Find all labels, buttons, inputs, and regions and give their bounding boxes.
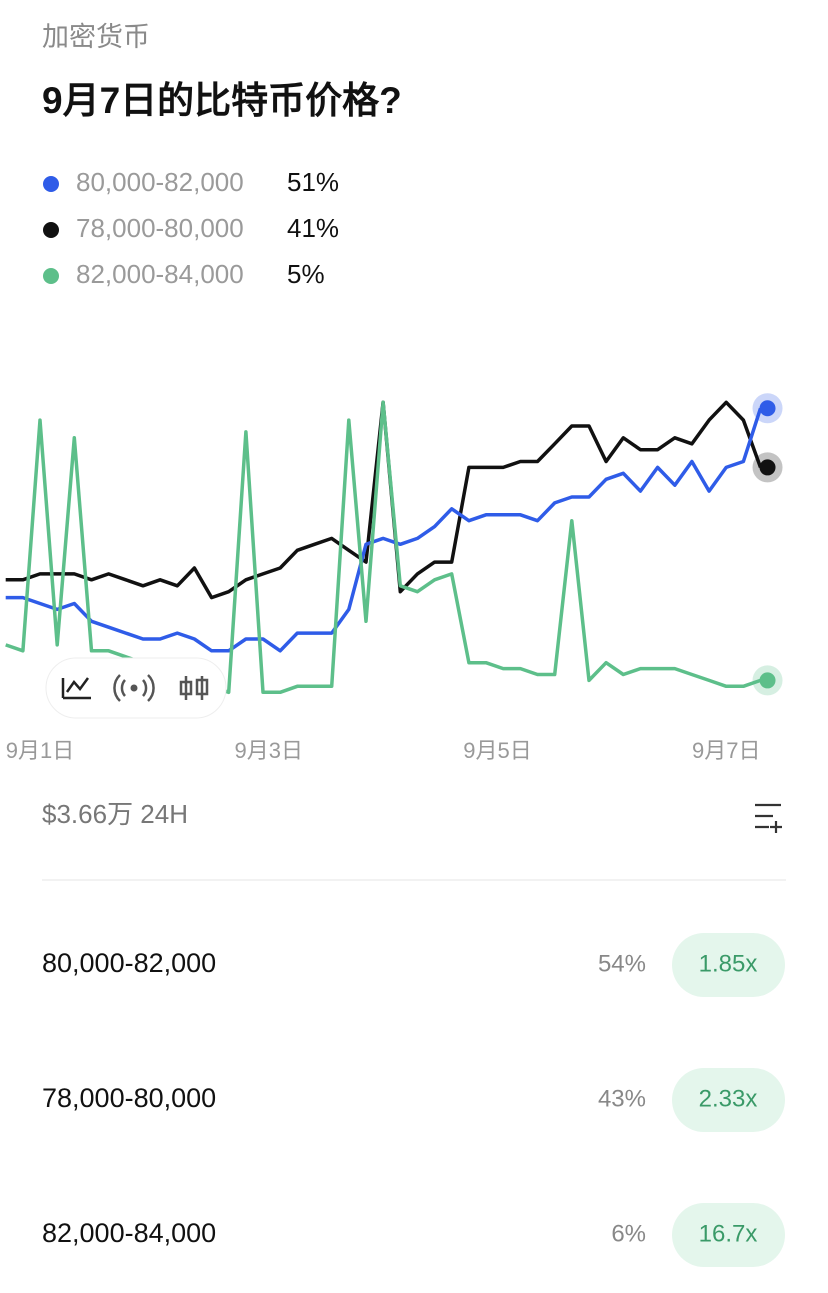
icon-line-chart xyxy=(65,677,90,693)
series-line xyxy=(5,400,762,695)
outcome-probability: 6% xyxy=(611,1220,646,1247)
payout-label[interactable]: 2.33x xyxy=(699,1085,758,1112)
icon-live[interactable] xyxy=(130,684,138,692)
legend-label: 78,000-80,000 xyxy=(76,213,244,243)
outcome-list: 80,000-82,000 54% 1.85x 78,000-80,000 43% 2.3… xyxy=(42,933,785,1267)
x-tick-label: 9月7日 xyxy=(692,738,760,763)
chart-tools[interactable] xyxy=(45,657,227,719)
payout-label[interactable]: 1.85x xyxy=(699,950,758,977)
legend-label: 80,000-82,000 xyxy=(76,167,244,197)
chart: 80,000-82,000 51% 78,000-80,000 41% 82,000-8… xyxy=(5,167,783,763)
outcome-name: 82,000-84,000 xyxy=(42,1218,216,1248)
title: 9月7日的比特币价格? xyxy=(42,80,402,121)
payout-button[interactable] xyxy=(672,1203,785,1267)
legend-label: 82,000-84,000 xyxy=(76,259,244,289)
payout-button[interactable] xyxy=(672,1068,785,1132)
legend-value: 51% xyxy=(287,167,339,197)
end-dot xyxy=(759,400,776,417)
x-tick-label: 9月3日 xyxy=(235,738,303,763)
icon-live xyxy=(113,674,155,702)
legend-value: 41% xyxy=(287,213,339,243)
legend-dot xyxy=(43,176,59,192)
legend-value: 5% xyxy=(287,259,325,289)
outcome-name: 80,000-82,000 xyxy=(42,948,216,978)
volume: $3.66万 24H xyxy=(42,799,188,829)
end-dot xyxy=(759,672,776,689)
outcome-probability: 54% xyxy=(598,950,646,977)
filter-icon[interactable] xyxy=(755,803,782,833)
legend-dot xyxy=(43,268,59,284)
payout-label[interactable]: 16.7x xyxy=(699,1220,758,1247)
series-line xyxy=(5,407,763,653)
outcome-name: 78,000-80,000 xyxy=(42,1083,216,1113)
payout-button[interactable] xyxy=(672,933,785,997)
series-line xyxy=(5,400,763,600)
x-tick-label: 9月5日 xyxy=(463,738,531,763)
category: 加密货币 xyxy=(42,22,150,52)
outcome-probability: 43% xyxy=(598,1085,646,1112)
x-tick-label: 9月1日 xyxy=(6,738,74,763)
end-dot xyxy=(759,459,776,476)
icon-candles[interactable] xyxy=(179,676,209,700)
legend-dot xyxy=(43,222,59,238)
